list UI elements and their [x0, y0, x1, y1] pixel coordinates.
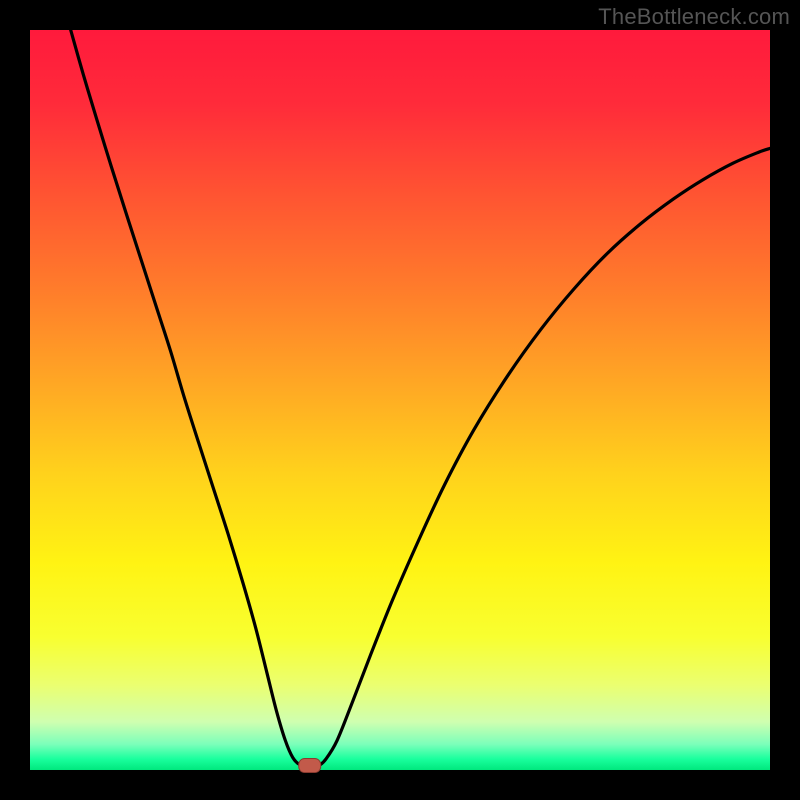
watermark-text: TheBottleneck.com — [598, 4, 790, 30]
bottleneck-chart — [0, 0, 800, 800]
chart-gradient-area — [30, 30, 770, 770]
optimal-point-marker — [299, 759, 321, 773]
